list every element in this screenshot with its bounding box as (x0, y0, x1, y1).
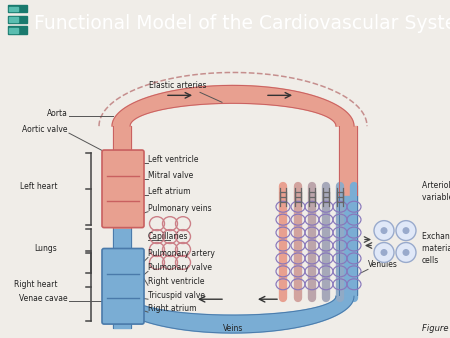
Text: Left atrium: Left atrium (148, 187, 190, 196)
Circle shape (374, 243, 394, 262)
Bar (8, 16, 27, 23)
Text: Aortic valve: Aortic valve (22, 125, 68, 134)
Bar (9, 17, 18, 22)
Text: Pulmonary veins: Pulmonary veins (148, 204, 212, 213)
Polygon shape (112, 86, 354, 126)
Circle shape (396, 243, 416, 262)
Text: Tricuspid valve: Tricuspid valve (148, 291, 205, 300)
Polygon shape (112, 296, 354, 333)
Circle shape (396, 221, 416, 241)
Text: Aorta: Aorta (47, 109, 68, 118)
Bar (113, 126, 131, 228)
Text: Arteriole with
variable radius: Arteriole with variable radius (422, 182, 450, 202)
Text: Mitral valve: Mitral valve (148, 171, 193, 180)
Bar (113, 228, 131, 328)
Text: Right heart: Right heart (14, 280, 57, 289)
Circle shape (374, 221, 394, 241)
Bar (8, 26, 27, 34)
Circle shape (381, 249, 387, 256)
Text: Right atrium: Right atrium (148, 304, 197, 313)
Text: Lungs: Lungs (34, 244, 57, 254)
Bar (8, 5, 27, 13)
Text: Venae cavae: Venae cavae (19, 294, 68, 303)
Bar (9, 7, 18, 11)
Text: Left heart: Left heart (19, 182, 57, 191)
Bar (339, 196, 357, 295)
Circle shape (402, 249, 410, 256)
Text: Right ventricle: Right ventricle (148, 277, 204, 286)
Text: Veins: Veins (223, 324, 243, 333)
Text: Elastic arteries: Elastic arteries (149, 81, 207, 90)
Text: Left ventricle: Left ventricle (148, 155, 198, 164)
Text: Pulmonary valve: Pulmonary valve (148, 263, 212, 272)
Circle shape (381, 227, 387, 234)
Circle shape (402, 227, 410, 234)
Text: Capillaries: Capillaries (148, 232, 189, 241)
Bar (339, 126, 357, 196)
Text: Exchange of
material with
cells: Exchange of material with cells (422, 232, 450, 265)
FancyBboxPatch shape (102, 150, 144, 227)
Text: Pulmonary artery: Pulmonary artery (148, 249, 215, 259)
Text: Venules: Venules (368, 260, 398, 269)
FancyBboxPatch shape (102, 248, 144, 324)
Bar (9, 28, 18, 32)
Text: Functional Model of the Cardiovascular System: Functional Model of the Cardiovascular S… (34, 14, 450, 33)
Text: Figure 15-1: Figure 15-1 (422, 324, 450, 333)
